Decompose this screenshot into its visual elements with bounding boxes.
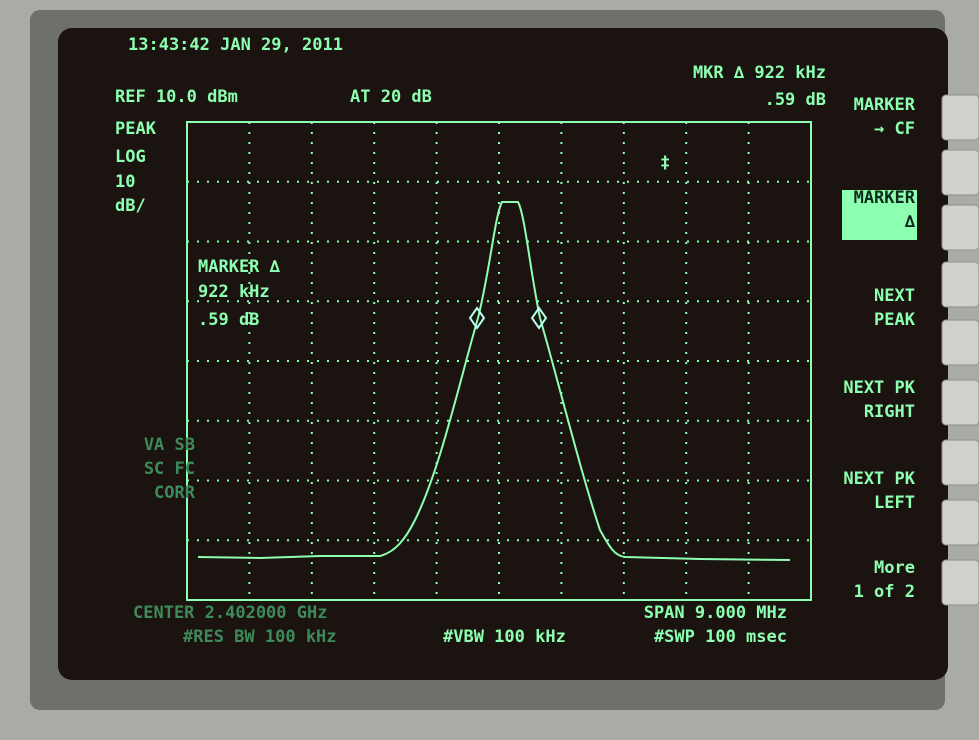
hardware-key[interactable]: [942, 262, 979, 307]
page: ‡ 13:43:42 JAN 29, 2011 REF 10.0 dBm AT …: [0, 0, 979, 740]
hardware-key[interactable]: [942, 205, 979, 250]
softkey-label: NEXT PK: [843, 378, 915, 398]
sweep: #SWP 100 msec: [654, 627, 787, 647]
softkey-label: ∆: [904, 212, 916, 232]
softkey-label: 1 of 2: [854, 582, 915, 602]
softkey-label: More: [874, 558, 915, 578]
softkey-label: LEFT: [874, 493, 915, 513]
marker-annotation: 922 kHz: [198, 282, 270, 302]
vbw: #VBW 100 kHz: [443, 627, 566, 647]
analyzer-photo: ‡ 13:43:42 JAN 29, 2011 REF 10.0 dBm AT …: [0, 0, 979, 740]
hardware-keys: [942, 95, 979, 605]
hardware-key[interactable]: [942, 560, 979, 605]
screen: [58, 28, 948, 680]
hardware-key[interactable]: [942, 500, 979, 545]
hardware-key[interactable]: [942, 440, 979, 485]
res-bw: #RES BW 100 kHz: [183, 627, 337, 647]
hardware-key[interactable]: [942, 380, 979, 425]
hardware-key[interactable]: [942, 150, 979, 195]
softkey-label: MARKER: [854, 95, 916, 115]
softkey-label: RIGHT: [864, 402, 915, 422]
scale-info: dB/: [115, 196, 146, 216]
hardware-key[interactable]: [942, 320, 979, 365]
scale-info: 10: [115, 172, 135, 192]
span: SPAN 9.000 MHz: [644, 603, 787, 623]
marker-readout: .59 dB: [765, 90, 826, 110]
softkey-label: NEXT: [874, 286, 915, 306]
softkey-label: → CF: [874, 119, 915, 139]
ref-level: REF 10.0 dBm: [115, 87, 238, 107]
attenuation: AT 20 dB: [350, 87, 432, 107]
softkey-label: NEXT PK: [843, 469, 915, 489]
status: VA SB: [144, 435, 195, 455]
status: CORR: [154, 483, 196, 503]
softkey-label: MARKER: [854, 188, 916, 208]
marker-annotation: MARKER ∆: [198, 257, 281, 277]
timestamp: 13:43:42 JAN 29, 2011: [128, 35, 343, 55]
marker-readout: MKR ∆ 922 kHz: [693, 63, 826, 83]
marker-symbol: ‡: [660, 153, 670, 173]
softkey-label: PEAK: [874, 310, 916, 330]
scale-info: LOG: [115, 147, 146, 167]
scale-info: PEAK: [115, 119, 157, 139]
status: SC FC: [144, 459, 195, 479]
center-freq: CENTER 2.402000 GHz: [133, 603, 327, 623]
hardware-key[interactable]: [942, 95, 979, 140]
marker-annotation: .59 dB: [198, 310, 259, 330]
